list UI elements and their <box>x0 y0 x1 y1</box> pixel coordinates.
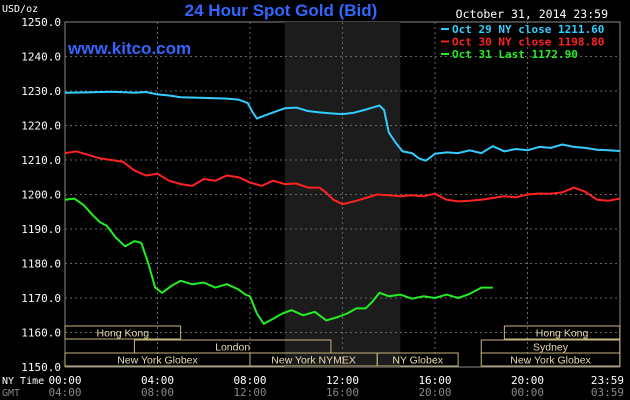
y-tick-label: 1230.0 <box>21 85 61 98</box>
x-tick-label-gmt: 16:00 <box>326 386 359 399</box>
y-tick-label: 1240.0 <box>21 51 61 64</box>
x-tick-label-ny: 20:00 <box>511 374 544 387</box>
chart-title: 24 Hour Spot Gold (Bid) <box>185 1 378 20</box>
y-tick-label: 1210.0 <box>21 154 61 167</box>
x-axis-ticks: 00:0004:0004:0008:0008:0012:0012:0016:00… <box>48 374 624 399</box>
y-tick-label: 1220.0 <box>21 120 61 133</box>
x-tick-label-gmt: 04:00 <box>48 386 81 399</box>
legend-entry: Oct 31 Last 1172.90 <box>452 48 578 61</box>
session-label: Hong Kong <box>97 328 150 340</box>
x-tick-label-ny: 04:00 <box>141 374 174 387</box>
x-tick-label-gmt: 08:00 <box>141 386 174 399</box>
gmt-label: GMT <box>2 388 20 399</box>
site-name: www.kitco.com <box>67 39 191 58</box>
x-tick-label-gmt: 12:00 <box>233 386 266 399</box>
y-tick-label: 1190.0 <box>21 223 61 236</box>
x-tick-label-ny: 16:00 <box>418 374 451 387</box>
x-tick-label-gmt: 20:00 <box>418 386 451 399</box>
legend-entry: Oct 30 NY close 1198.80 <box>452 36 604 49</box>
series-line <box>64 90 620 162</box>
x-tick-label-gmt: 03:59 <box>591 386 624 399</box>
timestamp: October 31, 2014 23:59 <box>456 7 608 21</box>
session-label: Hong Kong <box>536 328 589 340</box>
y-tick-label: 1180.0 <box>21 258 61 271</box>
y-tick-label: 1150.0 <box>21 361 61 374</box>
price-series <box>64 90 620 325</box>
y-axis-ticks: 1150.0 1160.0 1170.0 1180.0 1190.0 1200.0 1210… <box>21 16 61 374</box>
session-bar <box>480 352 621 367</box>
y-tick-label: 1200.0 <box>21 189 61 202</box>
x-tick-label-ny: 00:00 <box>48 374 81 387</box>
session-bar <box>64 325 182 340</box>
y-tick-label: 1250.0 <box>21 16 61 29</box>
x-tick-label-ny: 12:00 <box>326 374 359 387</box>
ny-time-label: NY Time <box>2 376 44 387</box>
session-label: NY Globex <box>392 355 443 367</box>
x-tick-label-ny: 23:59 <box>591 374 624 387</box>
session-label: New York NYMEX <box>271 355 356 367</box>
session-label: New York Globex <box>510 355 591 367</box>
y-axis-label: USD/oz <box>2 4 38 15</box>
y-tick-label: 1170.0 <box>21 292 61 305</box>
x-tick-label-gmt: 00:00 <box>511 386 544 399</box>
series-line <box>64 150 620 206</box>
session-bar <box>376 352 459 367</box>
session-label: New York Globex <box>117 355 198 367</box>
y-tick-label: 1160.0 <box>21 327 61 340</box>
session-bar <box>503 325 621 340</box>
series-line <box>64 197 493 325</box>
session-label: Sydney <box>533 342 569 354</box>
session-label: London <box>215 342 250 354</box>
legend-entry: Oct 29 NY close 1211.60 <box>452 23 604 36</box>
x-tick-label-ny: 08:00 <box>233 374 266 387</box>
